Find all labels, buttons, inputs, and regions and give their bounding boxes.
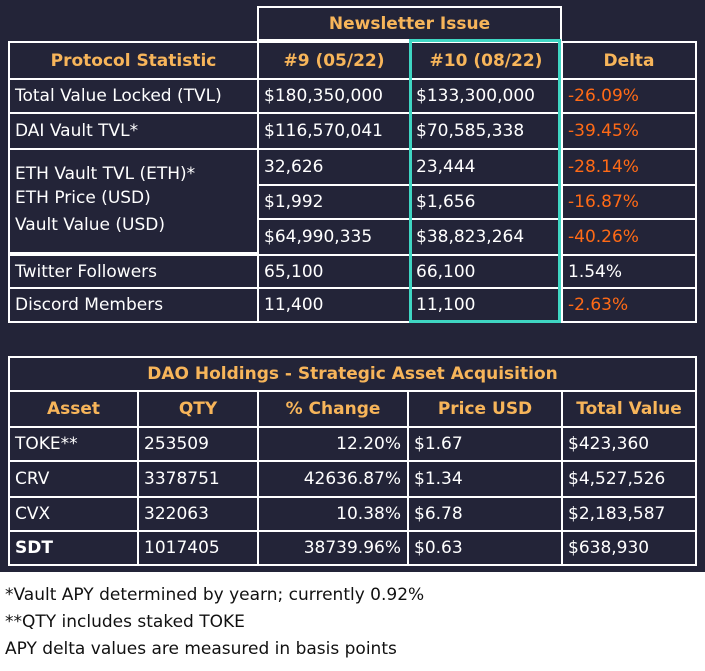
price-sdt: $0.63 — [407, 530, 563, 566]
qty-cvx: 322063 — [137, 496, 259, 532]
asset-toke: TOKE** — [8, 426, 139, 462]
col-header-asset: Asset — [8, 390, 139, 428]
footnote-basis-points: APY delta values are measured in basis p… — [5, 639, 397, 659]
col-header-change: % Change — [257, 390, 409, 428]
stat-eth-vault: ETH Vault TVL (ETH)* — [15, 164, 196, 184]
col-header-total: Total Value — [561, 390, 697, 428]
stat-discord: Discord Members — [8, 287, 259, 323]
change-cvx: 10.38% — [257, 496, 409, 532]
issue10-vault-value: $38,823,264 — [409, 218, 563, 256]
price-cvx: $6.78 — [407, 496, 563, 532]
change-toke: 12.20% — [257, 426, 409, 462]
price-crv: $1.34 — [407, 460, 563, 498]
issue9-discord: 11,400 — [257, 287, 411, 323]
total-sdt: $638,930 — [561, 530, 697, 566]
col-header-issue-10: #10 (08/22) — [409, 41, 563, 80]
delta-tvl: -26.09% — [561, 78, 697, 114]
qty-sdt: 1017405 — [137, 530, 259, 566]
col-header-delta: Delta — [561, 41, 697, 80]
stat-eth-group: ETH Vault TVL (ETH)* ETH Price (USD) Vau… — [8, 148, 259, 254]
newsletter-issue-header: Newsletter Issue — [257, 6, 562, 41]
dark-panel: Newsletter Issue Protocol Statistic #9 (… — [0, 0, 705, 572]
stat-eth-price: ETH Price (USD) — [15, 188, 151, 208]
total-toke: $423,360 — [561, 426, 697, 462]
holdings-title: DAO Holdings - Strategic Asset Acquisiti… — [8, 356, 697, 392]
asset-crv: CRV — [8, 460, 139, 498]
issue10-dai-vault: $70,585,338 — [409, 112, 563, 150]
change-crv: 42636.87% — [257, 460, 409, 498]
asset-cvx: CVX — [8, 496, 139, 532]
stat-tvl: Total Value Locked (TVL) — [8, 78, 259, 114]
issue10-tvl: $133,300,000 — [409, 78, 563, 114]
delta-dai-vault: -39.45% — [561, 112, 697, 150]
delta-discord: -2.63% — [561, 287, 697, 323]
issue9-tvl: $180,350,000 — [257, 78, 411, 114]
asset-sdt: SDT — [8, 530, 139, 566]
delta-vault-value: -40.26% — [561, 218, 697, 256]
stat-dai-vault: DAI Vault TVL* — [8, 112, 259, 150]
delta-eth-price: -16.87% — [561, 184, 697, 220]
col-header-protocol-statistic: Protocol Statistic — [8, 41, 259, 80]
change-sdt: 38739.96% — [257, 530, 409, 566]
issue9-twitter: 65,100 — [257, 254, 411, 289]
issue10-discord: 11,100 — [409, 287, 563, 323]
col-header-issue-9: #9 (05/22) — [257, 41, 411, 80]
col-header-qty: QTY — [137, 390, 259, 428]
issue10-eth-price: $1,656 — [409, 184, 563, 220]
issue10-eth-vault: 23,444 — [409, 148, 563, 186]
delta-eth-vault: -28.14% — [561, 148, 697, 186]
delta-twitter: 1.54% — [561, 254, 697, 289]
footnote-vault-apy: *Vault APY determined by yearn; currentl… — [5, 585, 425, 605]
col-header-price: Price USD — [407, 390, 563, 428]
issue9-eth-price: $1,992 — [257, 184, 411, 220]
qty-crv: 3378751 — [137, 460, 259, 498]
stat-twitter: Twitter Followers — [8, 254, 259, 289]
issue9-dai-vault: $116,570,041 — [257, 112, 411, 150]
price-toke: $1.67 — [407, 426, 563, 462]
footnote-qty-toke: **QTY includes staked TOKE — [5, 612, 245, 632]
stat-vault-value: Vault Value (USD) — [15, 215, 165, 235]
total-cvx: $2,183,587 — [561, 496, 697, 532]
issue9-vault-value: $64,990,335 — [257, 218, 411, 256]
issue9-eth-vault: 32,626 — [257, 148, 411, 186]
qty-toke: 253509 — [137, 426, 259, 462]
total-crv: $4,527,526 — [561, 460, 697, 498]
issue10-twitter: 66,100 — [409, 254, 563, 289]
